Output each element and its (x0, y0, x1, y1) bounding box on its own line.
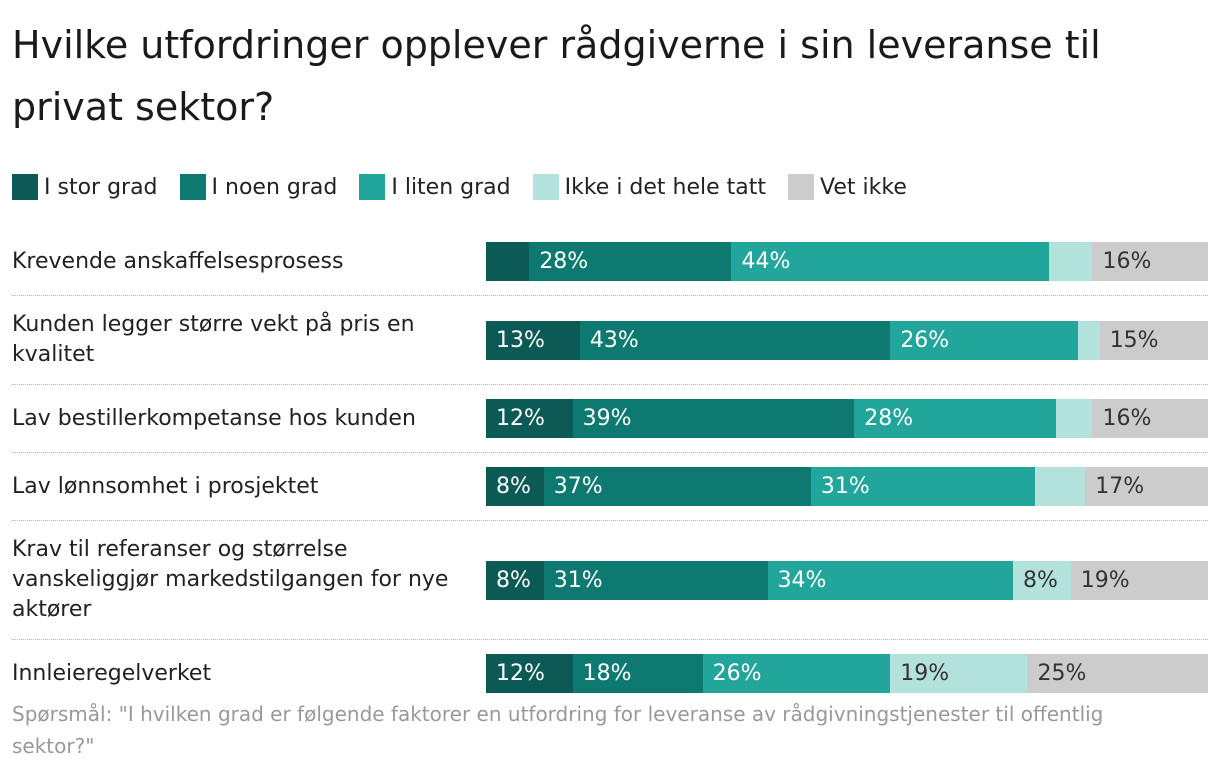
bar-track: 12% 18% 26% 19% 25% (486, 654, 1208, 693)
value-label: 12% (496, 406, 545, 431)
bar-segment: 25% (1027, 654, 1208, 693)
value-label: 13% (496, 327, 545, 353)
value-label: 34% (777, 567, 827, 593)
legend-swatch (12, 174, 38, 200)
bar-segment: 12% (486, 654, 573, 693)
bar-segment: 44% (731, 242, 1050, 281)
bar-segment (1034, 467, 1086, 506)
bar-track: 13% 43% 26% 15% (486, 320, 1208, 360)
value-label: 37% (553, 474, 603, 499)
legend-label: Vet ikke (820, 174, 907, 200)
plot-area: Krevende anskaffelsesprosess 28% 44% 16% Kun… (12, 228, 1208, 707)
bar-segment: 16% (1092, 242, 1208, 281)
row: Innleieregelverket 12% 18% 26% 19% 25% (12, 640, 1208, 707)
legend-swatch (359, 174, 386, 200)
value-label: 8% (496, 567, 531, 593)
bar-segment: 17% (1085, 467, 1208, 506)
bar-segment: 12% (486, 399, 573, 438)
bar-segment: 26% (890, 320, 1079, 360)
legend-item: I noen grad (179, 174, 338, 200)
bar-segment: 15% (1099, 320, 1208, 360)
bar-segment (1056, 399, 1093, 438)
value-label: 8% (496, 474, 531, 499)
bar-segment (1078, 320, 1100, 360)
bar-segment: 8% (486, 560, 544, 600)
bar-segment (486, 242, 530, 281)
value-label: 39% (582, 406, 632, 431)
legend-label: I stor grad (44, 174, 158, 200)
legend-label: Ikke i det hele tatt (564, 174, 767, 200)
row: Kunden legger større vekt på pris en kva… (12, 296, 1208, 385)
chart-title: Hvilke utfordringer opplever rådgiverne … (12, 23, 1101, 129)
legend-item: I liten grad (359, 174, 511, 200)
bar-track: 8% 37% 31% 17% (486, 467, 1208, 506)
bar-segment: 19% (1070, 560, 1208, 600)
value-label: 19% (1080, 567, 1130, 593)
legend-item: Ikke i det hele tatt (532, 174, 767, 200)
legend-item: I stor grad (12, 174, 158, 200)
legend-label: I liten grad (391, 174, 511, 200)
category-label: Krav til referanser og størrelse vanskel… (12, 537, 449, 622)
category-label: Kunden legger større vekt på pris en kva… (12, 312, 415, 367)
bar-segment: 28% (854, 399, 1057, 438)
value-label: 44% (741, 249, 791, 274)
legend-item: Vet ikke (788, 174, 907, 200)
bar-segment: 19% (890, 654, 1028, 693)
bar-segment: 31% (810, 467, 1035, 506)
footnote: Spørsmål: "I hvilken grad er følgende fa… (12, 702, 1104, 758)
value-label: 18% (582, 661, 632, 686)
bar-segment: 31% (543, 560, 768, 600)
category-label: Lav lønnsomhet i prosjektet (12, 473, 319, 499)
bar-segment: 43% (579, 320, 891, 360)
bar-track: 28% 44% 16% (486, 242, 1208, 281)
legend-swatch (179, 174, 206, 200)
bar-track: 8% 31% 34% 8% 19% (486, 560, 1208, 600)
bar-segment (1049, 242, 1093, 281)
value-label: 31% (553, 567, 603, 593)
value-label: 43% (589, 327, 639, 353)
value-label: 17% (1095, 474, 1145, 499)
value-label: 16% (1102, 249, 1152, 274)
bar-segment: 34% (767, 560, 1014, 600)
value-label: 12% (496, 661, 545, 686)
legend-label: I noen grad (211, 174, 338, 200)
value-label: 26% (712, 661, 762, 686)
value-label: 25% (1037, 661, 1087, 686)
bar-segment: 8% (1013, 560, 1071, 600)
value-label: 26% (900, 327, 950, 353)
bar-segment: 13% (486, 320, 580, 360)
row: Lav lønnsomhet i prosjektet 8% 37% 31% 17% (12, 453, 1208, 521)
value-label: 19% (900, 661, 950, 686)
category-label: Innleieregelverket (12, 660, 212, 686)
value-label: 16% (1102, 406, 1152, 431)
bar-segment: 37% (543, 467, 811, 506)
value-label: 28% (539, 249, 589, 274)
bar-segment: 16% (1092, 399, 1208, 438)
bar-segment: 18% (572, 654, 703, 693)
legend: I stor grad I noen grad I liten grad Ikke i… (12, 174, 929, 200)
bar-segment: 39% (572, 399, 855, 438)
bar-segment: 28% (529, 242, 732, 281)
legend-swatch (532, 174, 559, 200)
bar-track: 12% 39% 28% 16% (486, 399, 1208, 438)
value-label: 31% (820, 474, 870, 499)
value-label: 28% (864, 406, 914, 431)
bar-segment: 26% (702, 654, 891, 693)
row: Lav bestillerkompetanse hos kunden 12% 39%… (12, 385, 1208, 453)
legend-swatch (788, 174, 815, 200)
row: Krevende anskaffelsesprosess 28% 44% 16% (12, 228, 1208, 296)
category-label: Lav bestillerkompetanse hos kunden (12, 405, 416, 431)
row: Krav til referanser og størrelse vanskel… (12, 521, 1208, 640)
value-label: 15% (1109, 327, 1159, 353)
bar-segment: 8% (486, 467, 544, 506)
value-label: 8% (1023, 567, 1058, 593)
category-label: Krevende anskaffelsesprosess (12, 248, 344, 274)
